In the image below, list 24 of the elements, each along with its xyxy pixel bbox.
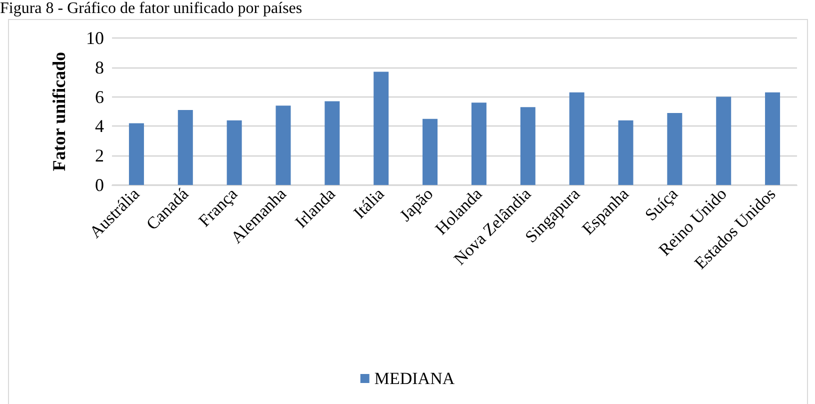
- x-tick-label: Itália: [350, 184, 388, 222]
- bar: [178, 110, 193, 185]
- bar: [374, 72, 389, 185]
- bar: [128, 123, 144, 185]
- bar: [765, 92, 780, 185]
- bar: [520, 107, 536, 185]
- bar: [226, 120, 242, 185]
- y-tick-label: 6: [95, 86, 104, 107]
- y-tick-label: 10: [86, 28, 104, 48]
- y-tick-label: 8: [95, 57, 104, 78]
- chart-title: Figura 8 - Gráfico de fator unificado por países: [0, 0, 302, 18]
- bar: [471, 102, 486, 185]
- bar: [569, 92, 584, 185]
- y-axis-title: Fator unificado: [49, 52, 69, 172]
- bar: [324, 101, 340, 185]
- y-tick-label: 2: [95, 146, 104, 166]
- legend-label: MEDIANA: [374, 369, 456, 388]
- bar: [667, 112, 682, 185]
- y-tick-label: 4: [95, 116, 104, 136]
- bar: [716, 96, 732, 185]
- y-tick-label: 0: [95, 175, 104, 195]
- bar: [618, 120, 634, 185]
- bar: [276, 106, 291, 185]
- bar: [422, 118, 438, 185]
